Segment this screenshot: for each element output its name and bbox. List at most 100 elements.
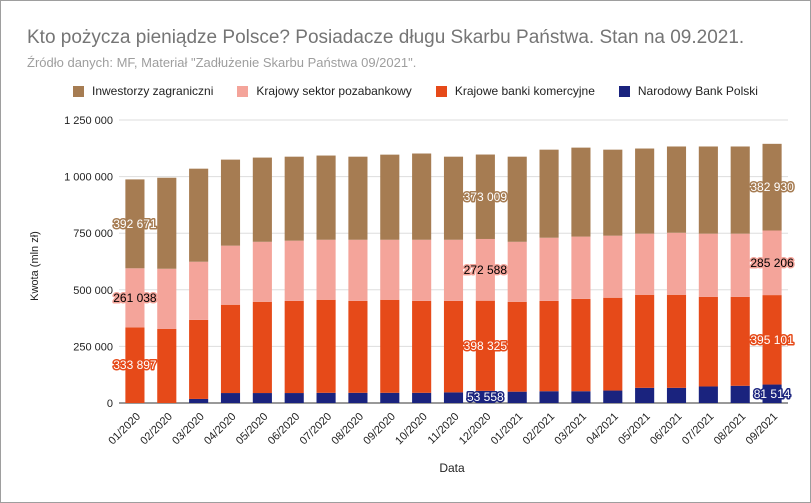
legend: Inwestorzy zagraniczni Krajowy sektor po… xyxy=(73,84,758,98)
bar-segment xyxy=(125,327,145,403)
bar-segment xyxy=(284,393,304,403)
legend-label: Inwestorzy zagraniczni xyxy=(92,84,214,98)
bar-segment xyxy=(762,384,782,403)
bar-segment xyxy=(412,153,432,240)
x-tick-label: 08/2021 xyxy=(712,411,749,448)
bar-segment xyxy=(252,157,272,242)
data-label: 261 038 xyxy=(113,291,157,305)
bar-segment xyxy=(443,392,464,403)
legend-label: Narodowy Bank Polski xyxy=(637,84,758,98)
x-tick-label: 05/2021 xyxy=(616,411,653,448)
bar-segment xyxy=(189,319,209,399)
bar-segment xyxy=(603,390,623,403)
bar-segment xyxy=(571,298,591,392)
bar-segment xyxy=(730,296,750,386)
bar-segment xyxy=(603,235,623,298)
x-tick-label: 02/2020 xyxy=(138,411,175,448)
bar-segment xyxy=(475,238,495,301)
bar-segment xyxy=(189,168,209,262)
bar-segment xyxy=(539,300,559,392)
legend-item-banks[interactable]: Krajowe banki komercyjne xyxy=(435,84,595,98)
data-label: 373 009 xyxy=(464,190,508,204)
x-tick-label: 04/2021 xyxy=(584,411,621,448)
bar-segment xyxy=(125,179,145,269)
bar-segment xyxy=(380,392,400,403)
bar-segment xyxy=(698,386,718,403)
bar-segment xyxy=(635,148,655,234)
bar-segment xyxy=(443,300,464,393)
x-tick-label: 04/2020 xyxy=(202,411,239,448)
legend-swatch xyxy=(435,85,447,97)
bar-segment xyxy=(475,300,495,391)
bar-segment xyxy=(698,146,718,234)
bar-segment xyxy=(666,146,687,233)
bar-segment xyxy=(635,233,655,295)
bar-segment xyxy=(571,147,591,237)
y-tick-label: 1 000 000 xyxy=(64,172,113,184)
x-tick-label: 09/2020 xyxy=(361,411,398,448)
data-label: 392 671 xyxy=(113,217,157,231)
chart-subtitle: Źródło danych: MF, Materiał "Zadłużenie … xyxy=(27,55,417,70)
bar-segment xyxy=(252,393,272,403)
x-tick-label: 06/2020 xyxy=(266,411,303,448)
bar-segment xyxy=(316,392,336,403)
y-axis-label: Kwota (mln zł) xyxy=(29,231,41,301)
data-label: 81 514 xyxy=(754,387,791,401)
x-tick-label: 01/2021 xyxy=(489,411,526,448)
bar-segment xyxy=(220,159,241,246)
bar-segment xyxy=(189,261,209,320)
bar-segment xyxy=(252,241,272,302)
legend-swatch xyxy=(237,85,249,97)
x-tick-label: 05/2020 xyxy=(234,411,271,448)
chart-title: Kto pożycza pieniądze Polsce? Posiadacze… xyxy=(27,27,745,48)
x-axis-label: Data xyxy=(439,461,465,475)
data-label: 53 558 xyxy=(467,390,504,404)
bar-segment xyxy=(348,300,368,393)
x-tick-label: 11/2020 xyxy=(426,411,462,447)
bar-segment xyxy=(284,300,304,394)
bar-segment xyxy=(475,390,495,403)
bar-segment xyxy=(571,236,591,299)
bar-segment xyxy=(189,398,209,403)
data-label: 333 897 xyxy=(113,358,157,372)
bar-segment xyxy=(316,239,336,300)
bar-segment xyxy=(316,155,336,240)
x-tick-label: 10/2020 xyxy=(393,411,430,448)
legend-item-nbp[interactable]: Narodowy Bank Polski xyxy=(618,84,758,98)
data-label: 398 325 xyxy=(464,339,508,353)
x-tick-label: 06/2021 xyxy=(648,411,685,448)
bar-segment xyxy=(157,268,177,329)
bar-segment xyxy=(348,239,368,301)
bar-segment xyxy=(539,149,559,238)
bar-segment xyxy=(762,143,782,231)
bar-segment xyxy=(125,268,145,328)
bar-segment xyxy=(698,233,718,297)
bar-segment xyxy=(380,154,400,240)
bar-segment xyxy=(571,391,591,403)
bar-segment xyxy=(252,301,272,394)
bar-segment xyxy=(635,387,655,403)
bar-segment xyxy=(507,156,527,242)
bar-segment xyxy=(666,294,687,388)
bar-segment xyxy=(507,391,527,403)
bar-segment xyxy=(762,230,782,296)
y-tick-label: 750 000 xyxy=(73,228,113,240)
y-tick-label: 500 000 xyxy=(73,285,113,297)
bar-segment xyxy=(157,177,177,269)
bar-segment xyxy=(284,240,304,301)
bar-segment xyxy=(666,387,687,403)
legend-swatch xyxy=(73,85,84,97)
legend-item-foreign[interactable]: Inwestorzy zagraniczni xyxy=(73,84,213,98)
x-tick-label: 01/2020 xyxy=(106,411,143,448)
x-tick-label: 07/2021 xyxy=(680,411,717,448)
data-label: 382 930 xyxy=(750,180,794,194)
bar-segment xyxy=(412,300,432,393)
legend-item-nonbank[interactable]: Krajowy sektor pozabankowy xyxy=(237,84,412,98)
bar-segment xyxy=(539,237,559,301)
bar-segment xyxy=(730,385,750,403)
bar-segment xyxy=(220,245,241,305)
bar-segment xyxy=(412,392,432,403)
legend-swatch xyxy=(618,85,630,97)
